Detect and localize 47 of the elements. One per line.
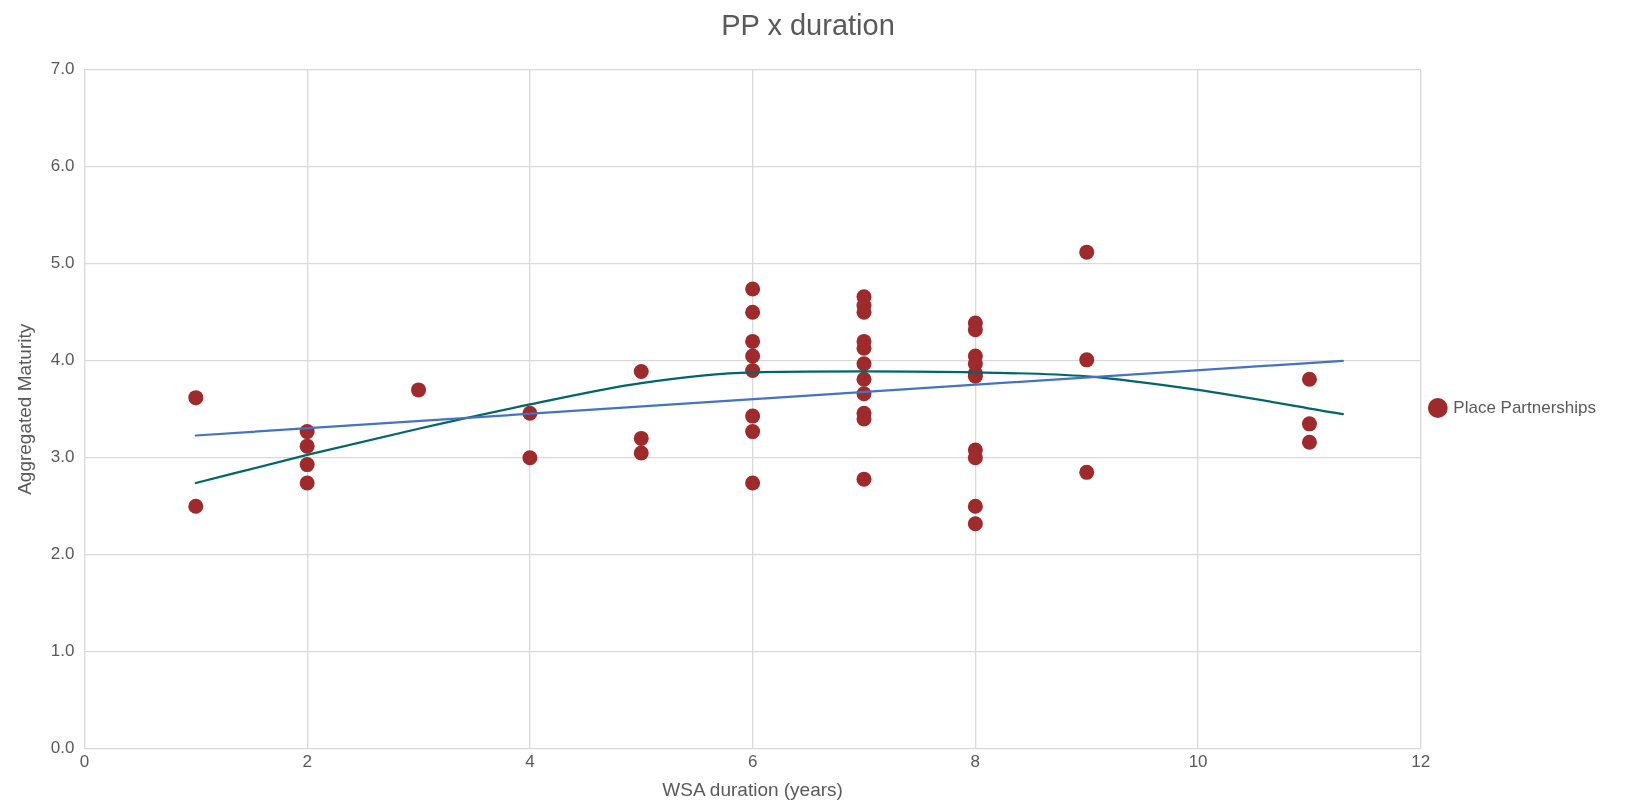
y-tick-label: 7.0 (50, 59, 75, 79)
point (188, 390, 204, 406)
point (745, 424, 761, 440)
point (856, 356, 872, 372)
y-tick-label: 1.0 (50, 641, 75, 661)
x-tick-label: 2 (302, 751, 312, 771)
point (1079, 464, 1095, 480)
point (299, 457, 315, 473)
point (299, 475, 315, 491)
point (745, 348, 761, 364)
point (745, 281, 761, 297)
point (856, 371, 872, 387)
point (633, 445, 649, 461)
point (633, 363, 649, 379)
point (745, 333, 761, 349)
point (522, 450, 538, 466)
y-tick-label: 4.0 (50, 350, 75, 370)
x-tick-label: 4 (525, 751, 535, 771)
x-tick-label: 12 (1411, 751, 1431, 771)
y-tick-label: 5.0 (50, 253, 75, 273)
point (967, 516, 983, 532)
point (188, 498, 204, 514)
legend-label: Place Partnerships (1453, 397, 1597, 417)
point (1079, 352, 1095, 368)
y-tick-label: 3.0 (50, 447, 75, 467)
point (745, 408, 761, 424)
y-tick-label: 2.0 (50, 544, 75, 564)
point (745, 475, 761, 491)
point (1301, 371, 1317, 387)
x-tick-label: 8 (970, 751, 981, 771)
point (856, 471, 872, 487)
x-tick-label: 6 (747, 751, 758, 771)
x-tick-label: 0 (79, 751, 90, 771)
y-tick-label: 0.0 (50, 738, 75, 758)
chart-title: PP x duration (721, 9, 895, 42)
point (299, 438, 315, 454)
y-axis-title: Aggregated Maturity (13, 323, 35, 495)
x-axis-title: WSA duration (years) (662, 778, 843, 800)
point (1301, 416, 1317, 432)
point (633, 430, 649, 446)
point (745, 304, 761, 320)
point (1079, 244, 1095, 260)
point (1301, 434, 1317, 450)
point (411, 382, 427, 398)
y-tick-label: 6.0 (50, 156, 75, 176)
point (967, 498, 983, 514)
x-tick-label: 10 (1188, 751, 1208, 771)
